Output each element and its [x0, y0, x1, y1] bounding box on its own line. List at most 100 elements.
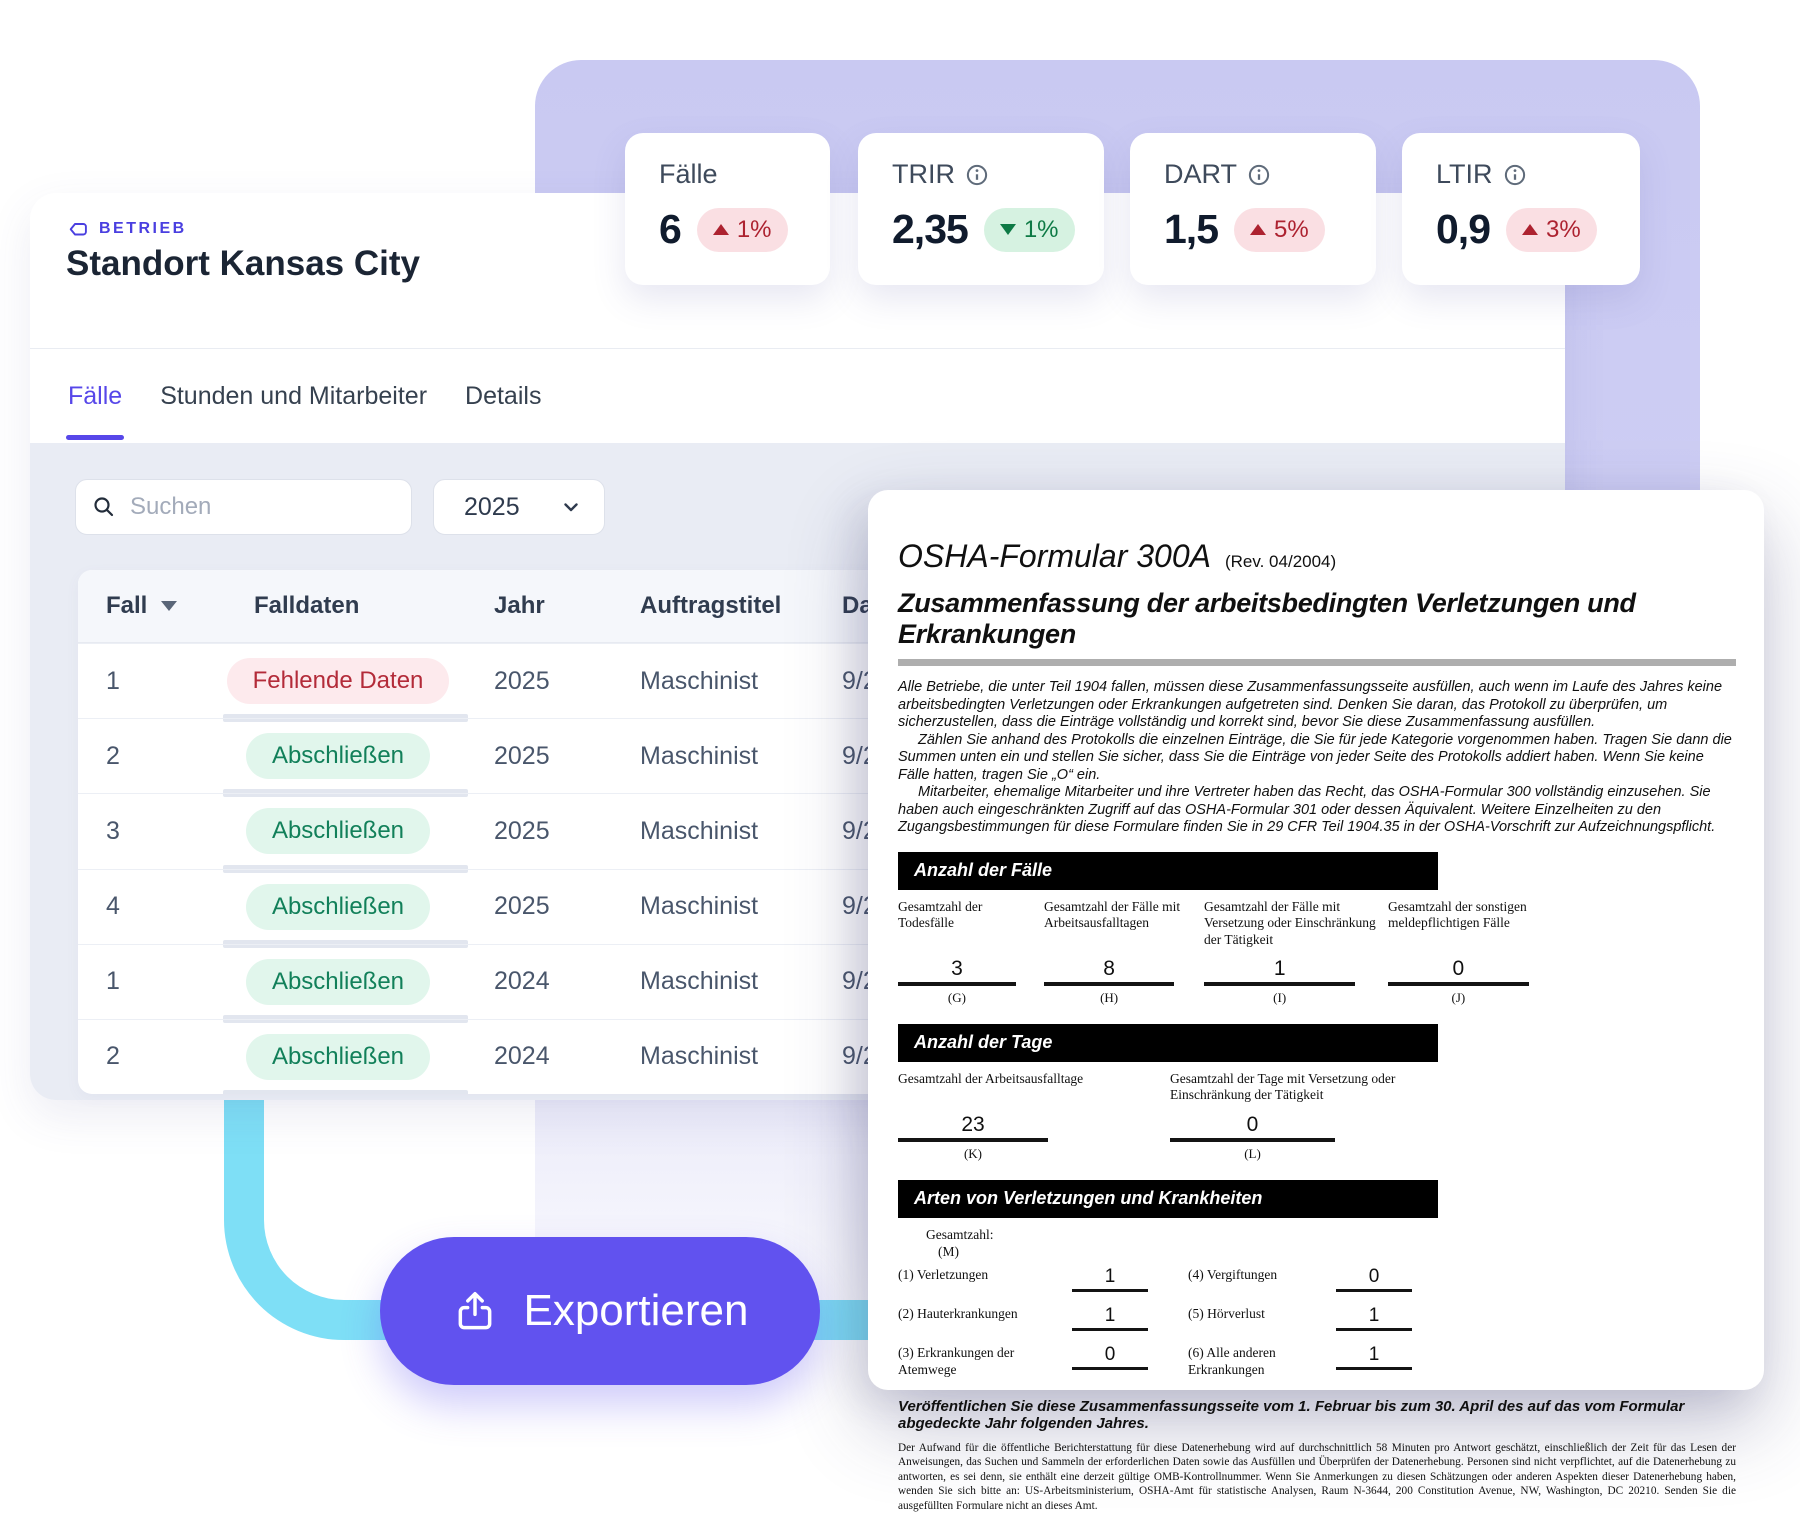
kpi-value: 0,9 — [1436, 206, 1491, 252]
field-value-L[interactable]: 0 — [1170, 1113, 1335, 1142]
cell-titel: Maschinist — [640, 1042, 759, 1071]
cell-fall: 4 — [106, 892, 120, 921]
field-label: Gesamtzahl der Tage mit Versetzung oder … — [1170, 1070, 1396, 1103]
osha-form-title: OSHA-Formular 300A — [898, 538, 1211, 574]
status-badge[interactable]: Fehlende Daten — [226, 658, 450, 705]
field-label: Gesamtzahl der Fälle mit Versetzung oder… — [1204, 898, 1376, 947]
export-button[interactable]: Exportieren — [380, 1237, 820, 1385]
col-header-auftragstitel: Auftragstitel — [640, 592, 782, 619]
field-label: Gesamtzahl der Todesfälle — [898, 898, 983, 931]
year-select[interactable]: 2025 — [433, 479, 605, 535]
table-row[interactable]: 1 Abschließen 2024 Maschinist 9/2 — [78, 943, 1540, 1023]
osha-form-300a: OSHA-Formular 300A (Rev. 04/2004) Zusamm… — [868, 490, 1764, 1512]
year-value: 2025 — [464, 492, 520, 521]
col-header-fall: Fall — [106, 592, 148, 619]
status-badge[interactable]: Abschließen — [245, 808, 431, 855]
info-icon[interactable] — [1503, 163, 1527, 187]
tab-details[interactable]: Details — [465, 381, 542, 410]
type-value-1[interactable]: 1 — [1072, 1266, 1148, 1292]
field-letter: (H) — [1100, 989, 1119, 1005]
cell-fall: 2 — [106, 1042, 120, 1071]
field-letter: (J) — [1451, 989, 1466, 1005]
field-label: Gesamtzahl der Arbeitsausfalltage — [898, 1070, 1084, 1086]
trend-down-icon — [999, 224, 1016, 235]
type-item-6: (6) Alle anderen Erkrankungen — [1188, 1344, 1276, 1377]
type-value-3[interactable]: 0 — [1072, 1344, 1148, 1370]
export-button-label: Exportieren — [523, 1286, 749, 1335]
type-item-1: (1) Verletzungen — [898, 1266, 989, 1282]
field-value-H[interactable]: 8 — [1044, 957, 1175, 986]
field-value-G[interactable]: 3 — [898, 957, 1016, 986]
cell-jahr: 2024 — [494, 1042, 550, 1071]
kpi-trend-badge: 5% — [1234, 207, 1325, 252]
table-row[interactable]: 3 Abschließen 2025 Maschinist 9/2 — [78, 793, 1540, 873]
tag-icon — [69, 222, 87, 235]
status-badge[interactable]: Abschließen — [245, 883, 431, 930]
cell-jahr: 2025 — [494, 892, 550, 921]
kpi-trend-badge: 1% — [696, 207, 788, 252]
kpi-card-dart: DART 1,5 5% — [1130, 133, 1376, 285]
osha-fine-print: Der Aufwand für die öffentliche Berichte… — [898, 1441, 1736, 1512]
type-item-3: (3) Erkrankungen der Atemwege — [898, 1344, 1015, 1377]
type-value-5[interactable]: 1 — [1336, 1305, 1412, 1331]
chevron-down-icon — [564, 503, 578, 512]
section-heading-arten: Arten von Verletzungen und Krankheiten — [898, 1179, 1438, 1218]
status-badge[interactable]: Abschließen — [245, 733, 431, 780]
kpi-label: TRIR — [892, 159, 955, 189]
cell-fall: 3 — [106, 816, 120, 845]
table-row[interactable]: 2 Abschließen 2024 Maschinist 9/2 — [78, 1018, 1540, 1094]
cell-fall: 1 — [106, 967, 120, 996]
table-row[interactable]: 2 Abschließen 2025 Maschinist 9/2 — [78, 718, 1540, 798]
entity-eyebrow: BETRIEB — [68, 220, 187, 238]
status-badge[interactable]: Abschließen — [245, 1033, 431, 1080]
trend-up-icon — [1250, 224, 1266, 235]
tab-bar: Fälle Stunden und Mitarbeiter Details — [66, 349, 543, 443]
types-total-label: Gesamtzahl: (M) — [926, 1226, 994, 1259]
cell-jahr: 2024 — [494, 967, 550, 996]
sort-icon[interactable] — [161, 601, 178, 611]
type-item-2: (2) Hauterkrankungen — [898, 1305, 1018, 1321]
trend-up-icon — [712, 224, 729, 235]
cell-titel: Maschinist — [640, 666, 759, 695]
info-icon[interactable] — [1247, 163, 1271, 187]
cell-jahr: 2025 — [494, 741, 550, 770]
type-item-5: (5) Hörverlust — [1188, 1305, 1265, 1321]
kpi-card-faelle: Fälle 6 1% — [625, 133, 830, 285]
table-row[interactable]: 1 Fehlende Daten 2025 Maschinist 9/2 — [78, 643, 1540, 723]
cell-jahr: 2025 — [494, 816, 550, 845]
osha-intro-text: Alle Betriebe, die unter Teil 1904 falle… — [898, 679, 1736, 837]
tab-stunden-und-mitarbeiter[interactable]: Stunden und Mitarbeiter — [160, 381, 428, 410]
type-value-2[interactable]: 1 — [1072, 1305, 1148, 1331]
cell-titel: Maschinist — [640, 741, 759, 770]
osha-form-revision: (Rev. 04/2004) — [1224, 552, 1337, 571]
section-days-grid: Gesamtzahl der Arbeitsausfalltage 23 (K)… — [898, 1071, 1736, 1162]
col-header-falldaten: Falldaten — [254, 592, 360, 619]
field-value-I[interactable]: 1 — [1204, 957, 1356, 986]
active-tab-underline — [66, 435, 125, 440]
field-value-K[interactable]: 23 — [898, 1113, 1048, 1142]
field-letter: (G) — [947, 989, 966, 1005]
osha-intro-paragraph: Zählen Sie anhand des Protokolls die ein… — [898, 731, 1732, 783]
type-value-4[interactable]: 0 — [1336, 1266, 1412, 1292]
section-cases-grid: Gesamtzahl der Todesfälle 3 (G) Gesamtza… — [898, 899, 1736, 1006]
kpi-label: DART — [1164, 159, 1238, 189]
col-header-datum: Da — [842, 592, 873, 619]
kpi-label: LTIR — [1436, 159, 1493, 189]
info-icon[interactable] — [965, 163, 989, 187]
cell-titel: Maschinist — [640, 816, 759, 845]
search-input-wrap — [75, 479, 412, 535]
status-badge[interactable]: Abschließen — [245, 958, 431, 1005]
tab-faelle[interactable]: Fälle — [66, 349, 125, 443]
type-item-4: (4) Vergiftungen — [1188, 1266, 1278, 1282]
search-input[interactable] — [128, 492, 395, 522]
type-value-6[interactable]: 1 — [1336, 1344, 1412, 1370]
kpi-trend-badge: 3% — [1506, 207, 1597, 252]
kpi-card-ltir: LTIR 0,9 3% — [1402, 133, 1640, 285]
field-label: Gesamtzahl der Fälle mit Arbeitsausfallt… — [1044, 898, 1181, 931]
osha-form-subtitle: Zusammenfassung der arbeitsbedingten Ver… — [898, 588, 1636, 649]
section-types-grid: (1) Verletzungen 1 (4) Vergiftungen 0 (2… — [898, 1266, 1736, 1378]
kpi-card-trir: TRIR 2,35 1% — [858, 133, 1104, 285]
cell-titel: Maschinist — [640, 892, 759, 921]
field-value-J[interactable]: 0 — [1388, 957, 1529, 986]
